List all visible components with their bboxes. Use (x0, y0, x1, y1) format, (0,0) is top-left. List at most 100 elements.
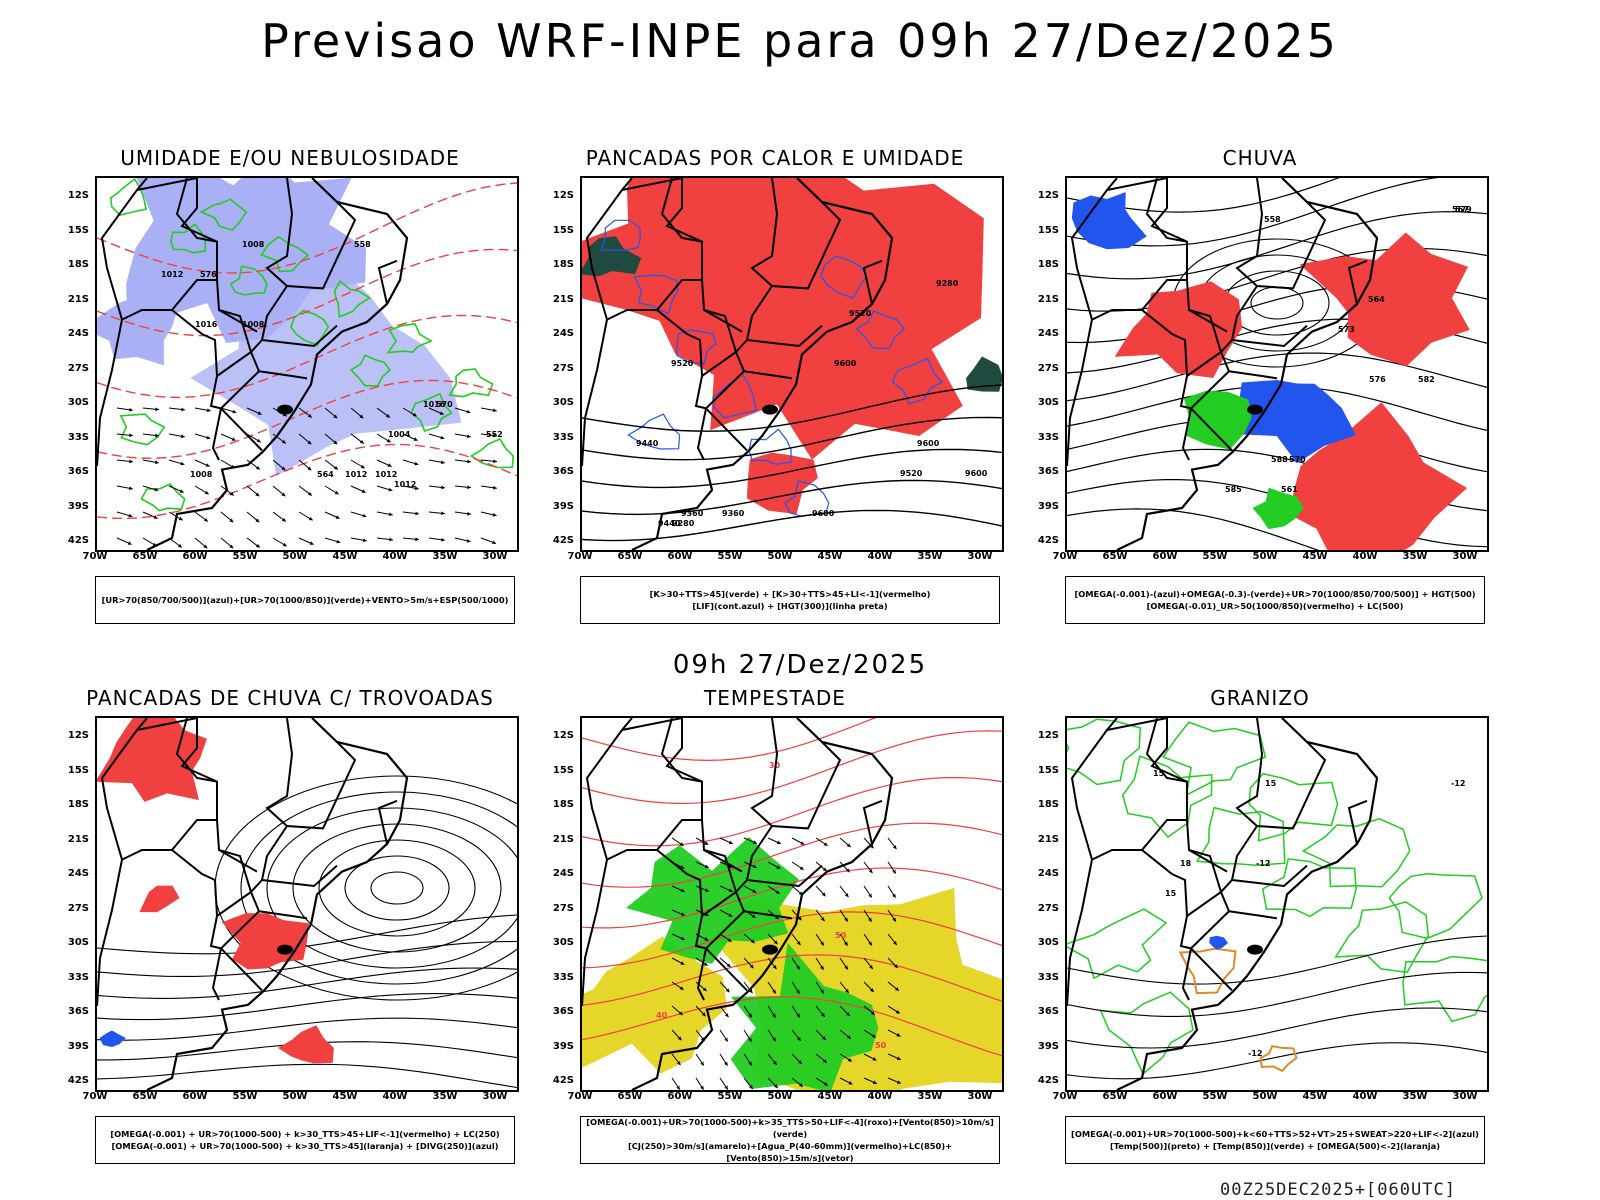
state-border (1228, 910, 1278, 920)
legend-line: [LIF](cont.azul) + [HGT(300)](linha pret… (692, 601, 888, 611)
wind-arrowhead (387, 463, 392, 467)
lat-tick-label: 39S (67, 500, 89, 512)
wind-arrowhead (796, 941, 801, 946)
contour-label: 588 (1271, 455, 1288, 464)
contour-label: 1012 (161, 270, 183, 279)
wind-arrowhead (257, 411, 262, 415)
coastline (1116, 178, 1379, 550)
lat-tick-label: 36S (1037, 1006, 1059, 1017)
wind-arrowhead (362, 538, 367, 543)
contour-line (1067, 935, 1487, 985)
lon-tick-label: 65W (1102, 1091, 1128, 1102)
temp-850-contour (1301, 817, 1411, 888)
contour-label: 564 (1368, 295, 1385, 304)
state-border (582, 859, 608, 1007)
wind-arrowhead (728, 888, 733, 893)
lon-tick-label: 45W (1302, 1091, 1328, 1102)
panel-title: PANCADAS POR CALOR E UMIDADE (585, 146, 965, 170)
panel-chuva: CHUVA 588 585 582 579 576 573 570 567 564 561 558 … (1025, 146, 1505, 624)
state-border (1188, 849, 1228, 873)
wind-arrowhead (385, 413, 390, 418)
lat-tick-label: 21S (67, 833, 89, 845)
contour-line (1067, 1007, 1487, 1049)
temp-850-contour (1067, 908, 1168, 980)
low-humidity-contour (140, 483, 186, 512)
contour-line (1067, 211, 1487, 280)
contour-line (97, 967, 517, 999)
wind-arrowhead (307, 440, 312, 445)
lat-tick-label: 39S (1037, 1040, 1059, 1052)
lon-tick-label: 70W (82, 551, 108, 562)
contour-label: -12 (1451, 779, 1465, 788)
panel-title: CHUVA (1222, 146, 1298, 170)
contour-label: 9440 (636, 439, 659, 448)
lat-tick-label: 24S (1037, 868, 1059, 879)
contour-line (582, 384, 1002, 432)
wind-arrowhead (307, 466, 312, 471)
state-border (694, 915, 707, 950)
lat-tick-label: 24S (67, 328, 89, 339)
low-humidity-contour (260, 235, 310, 273)
lat-tick-label: 33S (1037, 971, 1059, 983)
lon-tick-label: 70W (1052, 551, 1078, 562)
wind-arrowhead (256, 438, 261, 443)
wind-arrowhead (231, 437, 236, 441)
state-border (250, 879, 263, 893)
wind-arrowhead (821, 1013, 825, 1017)
lifted-index-contour (600, 219, 641, 251)
wind-arrowhead (772, 965, 777, 970)
lat-tick-label: 36S (552, 466, 574, 477)
wind-arrowhead (493, 459, 497, 464)
state-border (621, 178, 633, 191)
wind-arrowhead (181, 407, 185, 412)
state-border (97, 859, 123, 1007)
wind-arrowhead (255, 543, 260, 548)
wind-arrowhead (773, 1061, 777, 1065)
panel-title: UMIDADE E/OU NEBULOSIDADE (120, 146, 460, 170)
wind-arrowhead (776, 865, 781, 869)
wind-arrowhead (774, 915, 779, 920)
contour-line (97, 314, 517, 399)
temp-850-contour (1099, 991, 1194, 1076)
legend-line: [OMEGA(-0.001)-(azul)+OMEGA(-0.3)-(verde… (1074, 589, 1476, 599)
wind-arrowhead (441, 511, 445, 516)
lat-tick-label: 39S (67, 1040, 89, 1052)
wind-arrowhead (206, 435, 211, 440)
legend-trovoadas: [OMEGA(-0.001) + UR>70(1000-500) + k>30_… (95, 1116, 515, 1164)
state-border (377, 259, 398, 305)
lat-tick-label: 27S (67, 902, 89, 914)
wind-arrowhead (845, 1012, 850, 1017)
lat-tick-label: 12S (67, 190, 89, 201)
contour-label: 585 (1225, 485, 1242, 494)
lat-tick-label: 39S (552, 500, 574, 512)
wind-arrowhead (203, 517, 208, 522)
contour-line (582, 822, 1002, 888)
wind-arrowhead (869, 965, 873, 969)
moist-area (582, 236, 642, 277)
map-svg: 1012101210121008100810161004101610121008… (97, 178, 517, 550)
lat-tick-label: 36S (67, 1006, 89, 1017)
panel-granizo: GRANIZO -12 -12 -12 15 15 15 18 [OMEGA(-0.001)… (1025, 686, 1505, 1164)
wind-arrowhead (820, 989, 824, 994)
lon-tick-label: 35W (917, 551, 943, 562)
state-border (175, 718, 218, 783)
wind-arrowhead (466, 409, 471, 414)
state-border (258, 910, 308, 920)
state-border (1067, 319, 1093, 467)
state-border (265, 178, 357, 290)
state-border (1145, 178, 1188, 243)
contour-label: 9360 (681, 509, 704, 518)
wind-arrowhead (680, 888, 685, 893)
contour-label: 9600 (917, 439, 940, 448)
state-border (743, 910, 793, 920)
lon-tick-label: 35W (917, 1091, 943, 1102)
contour-line (582, 867, 1002, 929)
contour-line (97, 993, 517, 1021)
lat-tick-label: 24S (552, 868, 574, 879)
wind-arrowhead (869, 988, 874, 993)
wind-arrowhead (679, 842, 684, 846)
wind-arrowhead (800, 841, 805, 845)
wind-arrowhead (440, 435, 445, 440)
contour-label: 552 (486, 430, 503, 439)
lat-tick-label: 21S (1037, 833, 1059, 845)
